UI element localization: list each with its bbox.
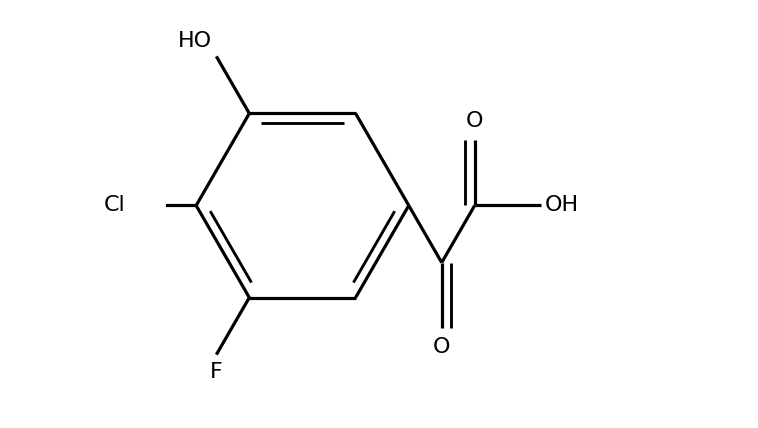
Text: OH: OH xyxy=(545,196,579,215)
Text: F: F xyxy=(210,362,223,382)
Text: HO: HO xyxy=(178,31,212,51)
Text: O: O xyxy=(433,337,450,357)
Text: Cl: Cl xyxy=(105,196,126,215)
Text: O: O xyxy=(466,111,484,131)
